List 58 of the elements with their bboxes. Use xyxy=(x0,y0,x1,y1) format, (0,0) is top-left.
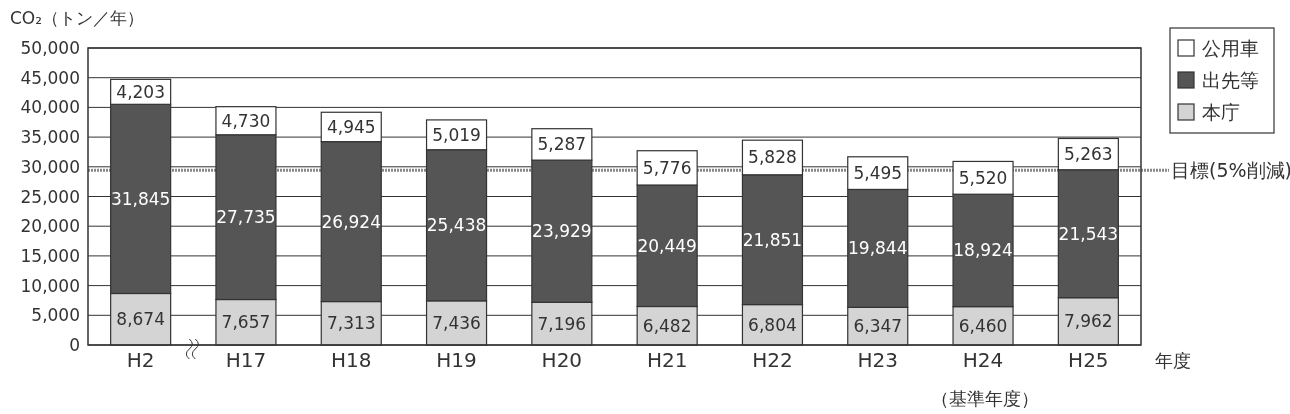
data-label: 6,482 xyxy=(642,315,692,336)
data-label: 4,945 xyxy=(326,116,376,137)
data-label: 7,313 xyxy=(326,313,376,334)
y-tick-label: 5,000 xyxy=(31,305,80,326)
data-label: 5,520 xyxy=(958,167,1008,188)
data-label: 5,019 xyxy=(432,124,481,145)
x-tick-label: H22 xyxy=(752,348,793,372)
x-tick-label: H25 xyxy=(1068,348,1109,372)
y-tick-label: 35,000 xyxy=(20,127,80,148)
data-label: 27,735 xyxy=(216,207,276,228)
legend-label: 公用車 xyxy=(1202,37,1259,59)
x-tick-label: H18 xyxy=(331,348,372,372)
data-label: 4,730 xyxy=(221,110,271,131)
x-tick-label: H24 xyxy=(962,348,1004,372)
y-tick-label: 20,000 xyxy=(20,216,80,237)
x-tick-label: H20 xyxy=(541,348,583,372)
text: （基準年度） xyxy=(931,388,1039,409)
y-tick-label: 40,000 xyxy=(20,97,80,118)
data-label: 21,851 xyxy=(742,229,803,250)
y-tick-label: 0 xyxy=(69,335,80,355)
legend-label: 出先等 xyxy=(1202,69,1259,91)
x-tick-label: H2 xyxy=(126,348,155,372)
data-label: 7,196 xyxy=(537,313,587,334)
y-tick-label: 50,000 xyxy=(20,38,80,58)
x-tick-label: H23 xyxy=(857,348,898,372)
y-axis-title: CO₂（トン／年） xyxy=(10,8,145,28)
data-label: 7,657 xyxy=(221,312,271,333)
data-label: 5,776 xyxy=(642,157,692,178)
data-label: 5,287 xyxy=(537,134,587,155)
data-label: 20,449 xyxy=(637,235,697,256)
data-label: 8,674 xyxy=(116,309,165,330)
data-label: 7,436 xyxy=(432,312,481,333)
x-tick-label: H21 xyxy=(646,348,688,372)
y-tick-label: 15,000 xyxy=(20,245,80,266)
data-label: 31,845 xyxy=(110,188,171,209)
data-label: 21,543 xyxy=(1058,223,1119,244)
x-tick-label: H19 xyxy=(436,348,477,372)
y-tick-label: 45,000 xyxy=(20,67,80,88)
y-tick-label: 30,000 xyxy=(20,156,80,177)
data-label: 18,924 xyxy=(953,240,1013,261)
data-label: 26,924 xyxy=(321,211,381,232)
data-label: 25,438 xyxy=(426,215,487,236)
ref-line-label: 目標(5%削減) xyxy=(1171,159,1290,182)
data-label: 6,347 xyxy=(853,316,903,337)
data-label: 5,263 xyxy=(1064,144,1113,165)
data-label: 5,828 xyxy=(748,147,797,168)
data-label: 5,495 xyxy=(853,163,903,184)
data-label: 6,460 xyxy=(958,315,1008,336)
y-tick-label: 25,000 xyxy=(20,186,80,207)
data-label: 6,804 xyxy=(748,314,797,335)
y-tick-label: 10,000 xyxy=(20,275,80,296)
data-label: 23,929 xyxy=(532,221,592,242)
data-label: 4,203 xyxy=(116,81,165,102)
data-label: 19,844 xyxy=(848,238,908,259)
legend-label: 本庁 xyxy=(1202,101,1240,123)
x-tick-label: H17 xyxy=(225,348,267,372)
x-axis-title: 年度 xyxy=(1155,350,1191,371)
data-label: 7,962 xyxy=(1064,311,1113,332)
